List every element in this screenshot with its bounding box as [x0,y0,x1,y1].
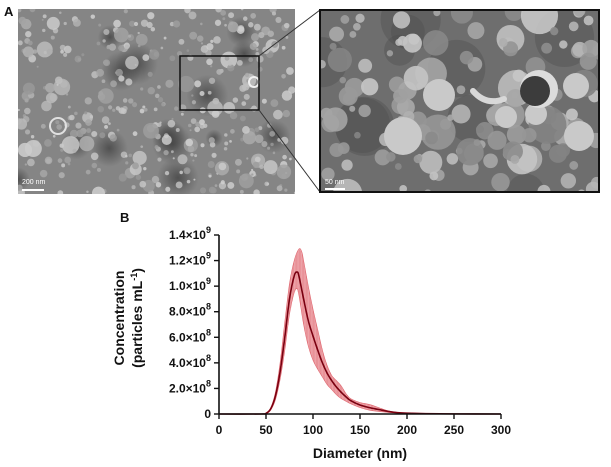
y-tick-label: 1.4×109 [169,225,211,242]
x-tick-label: 150 [350,423,370,437]
y-tick-label: 8.0×108 [169,302,211,319]
y-tick-label: 6.0×108 [169,327,211,344]
tem-overview-texture [18,9,295,194]
y-axis-title: Concentration (particles mL-1) [111,268,145,368]
tem-overview-image: 200 nm [18,9,295,194]
panel-b-label: B [120,210,130,225]
y-tick-label: 4.0×108 [169,353,211,370]
panel-a-label: A [4,4,14,19]
x-tick-label: 250 [444,423,464,437]
overview-scalebar-label: 200 nm [22,179,46,186]
error-band [218,248,502,415]
axes: 0 50 100 150 200 250 300 0 2.0×108 4.0×108 6.0×108… [169,225,511,437]
overview-scalebar [22,189,44,191]
x-axis-title: Diameter (nm) [313,445,407,461]
zoom-region-box [179,55,260,111]
x-tick-label: 300 [491,423,511,437]
y-tick-label: 1.2×109 [169,251,211,268]
x-tick-label: 0 [216,423,223,437]
tem-zoom-image: 50 nm [319,9,600,193]
y-tick-label: 1.0×109 [169,276,211,293]
y-tick-label: 2.0×108 [169,378,211,395]
x-tick-label: 50 [259,423,273,437]
zoom-scalebar-label: 50 nm [325,179,345,186]
mean-line [218,271,502,415]
tem-zoom-texture [321,11,598,191]
x-tick-label: 100 [303,423,323,437]
y-axis-title-line2: (particles mL-1) [129,268,145,368]
y-axis-title-line1: Concentration [111,271,127,366]
x-tick-label: 200 [397,423,417,437]
y-tick-label: 0 [204,407,211,421]
zoom-scalebar [325,188,345,190]
